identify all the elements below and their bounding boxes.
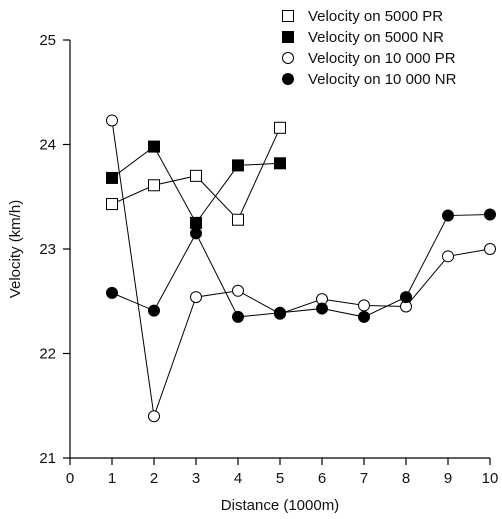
x-tick-label: 3 (192, 470, 200, 487)
data-point (232, 284, 244, 297)
legend-marker (282, 31, 294, 43)
data-point (232, 310, 244, 323)
data-point (190, 216, 202, 229)
legend-marker (282, 73, 294, 85)
data-point (148, 179, 160, 192)
legend: Velocity on 5000 PR Velocity on 5000 NR Ve… (282, 8, 457, 88)
y-tick-label: 21 (39, 450, 56, 467)
data-point (106, 286, 118, 299)
legend-label: Velocity on 5000 PR (308, 8, 443, 25)
data-point (484, 243, 496, 255)
data-point (274, 306, 286, 319)
series-line (111, 214, 491, 318)
legend-item: Velocity on 5000 PR (282, 8, 443, 25)
series-4 (106, 208, 496, 323)
data-point (148, 410, 160, 423)
series-2 (106, 140, 286, 229)
data-point (190, 227, 202, 240)
x-tick-label: 9 (444, 470, 452, 487)
data-point (148, 140, 160, 153)
x-tick-label: 1 (108, 470, 116, 487)
y-tick-label: 22 (39, 346, 56, 363)
data-point (190, 169, 202, 182)
y-tick-label: 23 (39, 241, 56, 258)
x-tick-label: 7 (360, 470, 368, 487)
x-tick-label: 2 (150, 470, 158, 487)
data-point (106, 171, 118, 184)
x-tick-label: 10 (482, 470, 499, 487)
data-point (316, 302, 328, 315)
data-point (400, 291, 412, 304)
data-point (232, 159, 244, 172)
x-axis-title: Distance (1000m) (221, 497, 339, 514)
data-point (274, 157, 286, 170)
series-line (111, 145, 281, 224)
x-tick-label: 4 (234, 470, 242, 487)
data-point (106, 198, 118, 211)
data-point (148, 304, 160, 317)
data-point (232, 213, 244, 226)
data-point (106, 114, 118, 127)
legend-label: Velocity on 10 000 PR (308, 50, 456, 67)
x-tick-label: 6 (318, 470, 326, 487)
data-point (442, 209, 454, 222)
legend-item: Velocity on 5000 NR (282, 29, 444, 46)
data-point (484, 208, 496, 221)
legend-label: Velocity on 5000 NR (308, 29, 444, 46)
y-axis-title: Velocity (km/h) (7, 200, 24, 298)
series-line (111, 120, 491, 417)
legend-item: Velocity on 10 000 PR (282, 50, 456, 67)
x-tick-label: 5 (276, 470, 284, 487)
data-point (190, 291, 202, 304)
legend-item: Velocity on 10 000 NR (282, 71, 457, 88)
data-point (274, 121, 286, 134)
data-point (358, 310, 370, 323)
legend-label: Velocity on 10 000 NR (308, 71, 457, 88)
y-tick-label: 24 (39, 137, 56, 154)
series-1 (106, 121, 286, 226)
legend-marker (282, 52, 294, 64)
data-point (442, 250, 454, 263)
x-tick-label: 8 (402, 470, 410, 487)
y-tick-label: 25 (39, 32, 56, 49)
legend-marker (282, 10, 294, 22)
data-point (358, 299, 370, 312)
series-layer (106, 114, 496, 423)
x-tick-label: 0 (66, 470, 74, 487)
series-3 (106, 114, 496, 423)
